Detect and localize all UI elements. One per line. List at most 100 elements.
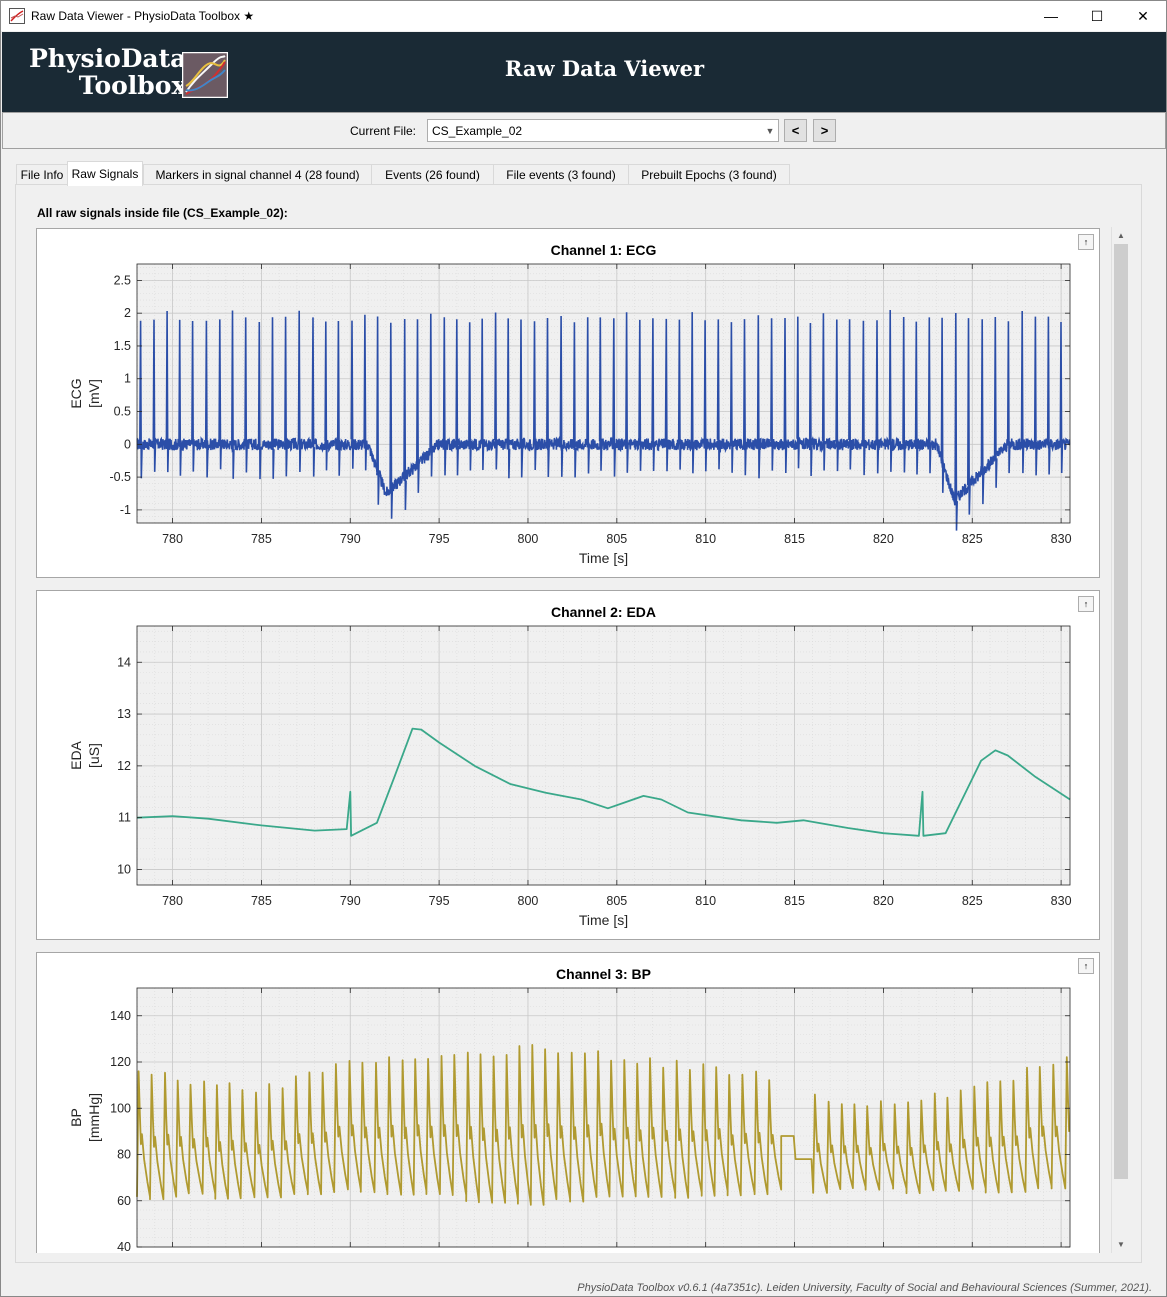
x-tick-label: 780 [162,532,183,546]
app-icon [9,8,25,24]
tab-file-info[interactable]: File Info [16,164,68,185]
chart-title: Channel 2: EDA [551,604,656,620]
scrollbar-thumb[interactable] [1114,244,1128,1179]
tab-label: File Info [20,168,64,182]
y-tick-label: 1.5 [114,339,131,353]
x-tick-label: 825 [962,532,983,546]
y-tick-label: 1 [124,372,131,386]
y-axis-unit: [mmHg] [86,1093,102,1142]
logo-line1: PhysioData [29,44,187,73]
window-title: Raw Data Viewer - PhysioData Toolbox ★ [31,9,255,23]
plot-area [137,264,1070,523]
x-tick-label: 820 [873,532,894,546]
x-tick-label: 825 [962,894,983,908]
scroll-down-icon[interactable]: ▼ [1117,1239,1125,1249]
current-file-value: CS_Example_02 [432,124,523,138]
chart-title: Channel 1: ECG [551,242,657,258]
y-tick-label: -1 [120,503,131,517]
x-tick-label: 810 [695,894,716,908]
plot-area [137,988,1070,1247]
logo-line2: Toolbox [78,71,187,100]
next-file-label: > [820,123,829,138]
minimize-icon: — [1044,8,1058,24]
maximize-button[interactable]: ☐ [1074,1,1120,31]
x-tick-label: 790 [340,894,361,908]
maximize-icon: ☐ [1090,7,1104,24]
tab-label: Prebuilt Epochs (3 found) [641,168,777,182]
arrow-up-icon: ↑ [1083,237,1089,247]
y-tick-label: -0.5 [109,470,131,484]
tab-label: File events (3 found) [506,168,616,182]
chevron-down-icon: ▼ [761,120,778,141]
x-tick-label: 815 [784,894,805,908]
x-tick-label: 800 [518,894,539,908]
tab-raw-signals[interactable]: Raw Signals [67,161,143,186]
undock-button[interactable]: ↑ [1078,958,1094,974]
y-tick-label: 0.5 [114,405,131,419]
y-axis-label: ECG [68,378,84,408]
ecg-trace [136,309,1071,531]
logo-text: PhysioData Toolbox [29,45,186,99]
y-tick-label: 12 [117,759,131,773]
previous-file-button[interactable]: < [784,119,807,142]
app-banner: PhysioData Toolbox Raw Data Viewer [2,32,1166,112]
bp-plot-panel: ↑ 780 785 790 795 800 805 810 815 820 825 830 40 60 8… [36,952,1100,1253]
x-tick-label: 805 [606,894,627,908]
vertical-scrollbar[interactable]: ▲ ▼ [1111,227,1129,1253]
y-tick-label: 60 [117,1194,131,1208]
logo-chart-icon [182,52,228,98]
eda-trace [136,727,1071,837]
scroll-up-icon[interactable]: ▲ [1117,230,1125,240]
y-tick-label: 40 [117,1240,131,1253]
y-axis-unit: [uS] [86,743,102,768]
x-tick-label: 800 [518,532,539,546]
x-tick-label: 830 [1051,532,1072,546]
y-tick-label: 80 [117,1148,131,1162]
y-tick-label: 11 [118,811,131,825]
x-tick-label: 830 [1051,894,1072,908]
plots-scroll-area[interactable]: ↑ 780 785 790 795 800 805 810 815 820 825 830 -1 -0.… [27,222,1109,1253]
x-tick-label: 810 [695,532,716,546]
previous-file-label: < [791,123,800,138]
y-axis-label: EDA [68,740,84,769]
axes-box [136,987,1071,1248]
tab-label: Events (26 found) [385,168,480,182]
x-axis-label: Time [s] [579,550,628,566]
undock-button[interactable]: ↑ [1078,596,1094,612]
x-tick-label: 790 [340,532,361,546]
x-axis-label: Time [s] [579,912,628,928]
x-tick-label: 820 [873,894,894,908]
tab-events[interactable]: Events (26 found) [371,164,494,185]
y-tick-label: 140 [110,1009,131,1023]
tab-file-events[interactable]: File events (3 found) [493,164,629,185]
tab-markers[interactable]: Markers in signal channel 4 (28 found) [143,164,372,185]
tab-prebuilt-epochs[interactable]: Prebuilt Epochs (3 found) [628,164,790,185]
undock-button[interactable]: ↑ [1078,234,1094,250]
page-title: Raw Data Viewer [504,56,705,81]
close-button[interactable]: ✕ [1120,1,1166,31]
minimize-button[interactable]: — [1028,1,1074,31]
y-tick-label: 14 [117,655,131,669]
axes-box [136,263,1071,524]
x-tick-label: 805 [606,532,627,546]
x-tick-label: 785 [251,894,272,908]
ecg-chart: 780 785 790 795 800 805 810 815 820 825 830 -1 -0.5 0… [68,242,1072,566]
x-tick-label: 815 [784,532,805,546]
bp-chart: 780 785 790 795 800 805 810 815 820 825 8304060801… [68,966,1071,1253]
y-tick-label: 2.5 [114,273,131,287]
panel-heading: All raw signals inside file (CS_Example_… [37,206,288,220]
y-tick-label: 120 [110,1055,131,1069]
footer-credits: PhysioData Toolbox v0.6.1 (4a7351c). Lei… [577,1282,1152,1294]
y-tick-label: 2 [124,306,131,320]
file-selector-bar: Current File: CS_Example_02 ▼ < > [2,112,1166,149]
y-axis-unit: [mV] [86,379,102,408]
eda-chart: 780 785 790 795 800 805 810 815 820 825 830 10 11 12 1… [68,604,1072,928]
next-file-button[interactable]: > [813,119,836,142]
tab-label: Raw Signals [71,167,139,181]
axes-box [136,625,1071,886]
y-tick-label: 10 [117,862,131,876]
current-file-dropdown[interactable]: CS_Example_02 ▼ [427,119,779,142]
y-tick-label: 100 [110,1101,131,1115]
chart-title: Channel 3: BP [556,966,651,982]
